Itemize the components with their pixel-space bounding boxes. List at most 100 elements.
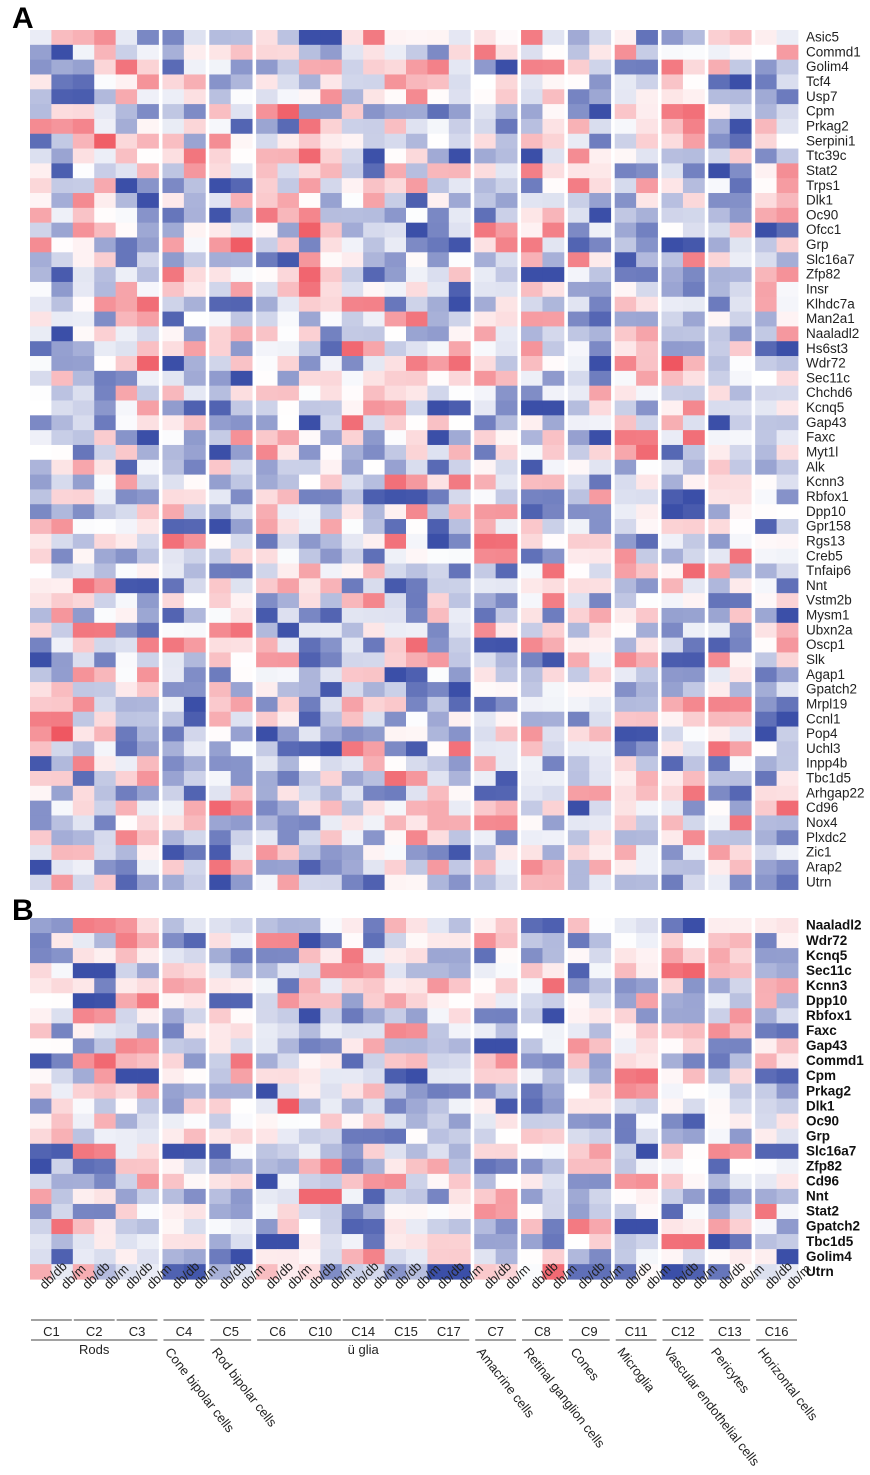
- heatmap-cell: [542, 682, 565, 698]
- heatmap-cell: [755, 281, 777, 298]
- heatmap-cell: [636, 326, 658, 342]
- heatmap-cell: [682, 1098, 705, 1115]
- heatmap-cell: [277, 874, 300, 890]
- heatmap-cell: [567, 148, 590, 164]
- heatmap-cell: [115, 800, 138, 816]
- heatmap-cell: [495, 178, 518, 194]
- heatmap-cell: [384, 741, 407, 757]
- heatmap-cell: [30, 1023, 52, 1039]
- heatmap-cell: [589, 756, 612, 772]
- heatmap-cell: [137, 1068, 159, 1084]
- gene-label: Naaladl2: [806, 918, 862, 933]
- heatmap-cell: [363, 504, 385, 520]
- heatmap-cell: [614, 489, 637, 505]
- heatmap-cell: [682, 607, 705, 624]
- heatmap-cell: [277, 859, 300, 876]
- heatmap-cell: [277, 474, 300, 490]
- heatmap-cell: [162, 1249, 185, 1265]
- heatmap-cell: [72, 326, 95, 342]
- gene-label: Oc90: [806, 1113, 839, 1128]
- heatmap-cell: [341, 504, 364, 520]
- heatmap-cell: [230, 74, 253, 90]
- heatmap-cell: [567, 800, 590, 816]
- heatmap-cell: [614, 1023, 637, 1039]
- heatmap-cell: [230, 1158, 253, 1175]
- heatmap-cell: [298, 830, 321, 846]
- heatmap-cell: [115, 1173, 138, 1190]
- heatmap-cell: [614, 682, 637, 698]
- heatmap-cell: [474, 771, 497, 787]
- heatmap-cell: [209, 104, 232, 120]
- heatmap-cell: [72, 281, 95, 298]
- heatmap-cell: [661, 356, 684, 372]
- heatmap-cell: [72, 1128, 95, 1145]
- heatmap-cell: [298, 1038, 321, 1054]
- heatmap-cell: [115, 133, 138, 149]
- heatmap-cell: [448, 785, 471, 802]
- heatmap-cell: [448, 444, 471, 461]
- heatmap-cell: [521, 1083, 543, 1099]
- heatmap-cell: [567, 859, 590, 876]
- heatmap-cell: [137, 874, 159, 890]
- heatmap-cell: [298, 356, 321, 372]
- heatmap-cell: [521, 533, 543, 550]
- heatmap-cell: [277, 178, 300, 194]
- heatmap-cell: [708, 104, 731, 120]
- heatmap-cell: [567, 622, 590, 639]
- heatmap-cell: [298, 193, 321, 209]
- heatmap-cell: [298, 933, 321, 949]
- heatmap-cell: [94, 489, 117, 505]
- heatmap-cell: [320, 222, 343, 238]
- heatmap-cell: [682, 385, 705, 401]
- heatmap-cell: [137, 430, 159, 446]
- heatmap-cell: [320, 785, 343, 802]
- heatmap-cell: [162, 1023, 185, 1039]
- heatmap-cell: [320, 296, 343, 312]
- heatmap-cell: [51, 341, 74, 357]
- heatmap-cell: [162, 815, 185, 831]
- heatmap-cell: [448, 163, 471, 179]
- heatmap-cell: [776, 415, 799, 431]
- heatmap-cell: [341, 1098, 364, 1115]
- heatmap-cell: [406, 252, 428, 268]
- heatmap-cell: [115, 578, 138, 594]
- heatmap-cell: [115, 1234, 138, 1250]
- heatmap-cell: [115, 859, 138, 876]
- heatmap-cell: [521, 1053, 543, 1069]
- heatmap-cell: [755, 193, 777, 209]
- heatmap-cell: [406, 696, 428, 713]
- heatmap-cell: [384, 341, 407, 357]
- heatmap-cell: [589, 1008, 612, 1024]
- heatmap-cell: [30, 859, 52, 876]
- heatmap-cell: [341, 622, 364, 639]
- heatmap-cell: [256, 296, 278, 312]
- heatmap-cell: [137, 30, 159, 46]
- heatmap-cell: [474, 1249, 497, 1265]
- heatmap-cell: [495, 44, 518, 61]
- heatmap-cell: [137, 504, 159, 520]
- heatmap-cell: [474, 311, 497, 327]
- heatmap-cell: [427, 385, 450, 401]
- heatmap-cell: [72, 1023, 95, 1039]
- heatmap-cell: [230, 993, 253, 1009]
- heatmap-cell: [320, 415, 343, 431]
- heatmap-cell: [682, 918, 705, 934]
- heatmap-cell: [495, 222, 518, 238]
- heatmap-cell: [755, 711, 777, 727]
- heatmap-cell: [567, 30, 590, 46]
- heatmap-cell: [542, 193, 565, 209]
- heatmap-cell: [30, 1234, 52, 1250]
- heatmap-cell: [137, 89, 159, 105]
- heatmap-cell: [277, 593, 300, 609]
- heatmap-cell: [320, 237, 343, 253]
- heatmap-cell: [256, 1173, 278, 1190]
- heatmap-cell: [406, 474, 428, 490]
- heatmap-cell: [474, 1234, 497, 1250]
- heatmap-cell: [51, 1083, 74, 1099]
- gene-label: Utrn: [806, 874, 832, 889]
- heatmap-cell: [298, 533, 321, 550]
- gene-label: Tcf4: [806, 74, 831, 89]
- heatmap-cell: [298, 267, 321, 283]
- heatmap-cell: [589, 1053, 612, 1069]
- heatmap-cell: [427, 1219, 450, 1235]
